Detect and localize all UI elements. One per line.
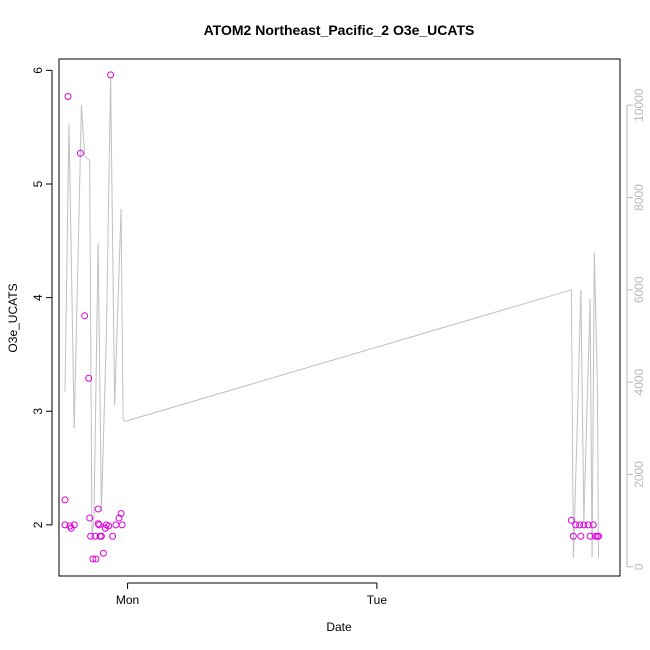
right-tick-label: 10000 — [632, 88, 646, 122]
data-point — [61, 496, 69, 504]
series-line-segment — [110, 77, 116, 406]
data-point — [595, 532, 603, 540]
data-point — [76, 149, 84, 157]
data-point — [569, 532, 577, 540]
data-point — [577, 532, 585, 540]
data-point — [115, 514, 123, 522]
data-point — [580, 521, 588, 529]
series-line-segment — [91, 520, 95, 535]
data-point — [89, 555, 97, 563]
series-line-segment — [73, 105, 82, 429]
left-tick-label: 5 — [31, 180, 45, 187]
data-point — [92, 555, 100, 563]
data-point — [95, 521, 103, 529]
data-point — [589, 521, 597, 529]
series-line-segment — [84, 155, 91, 161]
plot-frame — [58, 58, 621, 577]
series-line-segment — [591, 252, 595, 558]
series-line-segment — [120, 209, 124, 420]
series-line-segment — [64, 123, 70, 392]
series-line-segment — [593, 252, 598, 383]
series-line-segment — [80, 105, 86, 156]
left-tick-label: 4 — [31, 294, 45, 301]
data-point — [591, 532, 599, 540]
data-point — [81, 312, 89, 320]
data-point — [576, 521, 584, 529]
series-line-segment — [100, 335, 107, 512]
data-point — [99, 549, 107, 557]
data-point — [86, 514, 94, 522]
data-point — [107, 71, 115, 79]
series-line-segment — [68, 123, 75, 429]
series-line-segment — [583, 299, 591, 521]
series-line-segment — [97, 243, 102, 512]
left-axis: 2 3 4 5 6 — [31, 67, 53, 528]
series-line-segment — [577, 289, 582, 406]
left-tick-label: 6 — [31, 67, 45, 74]
secondary-line-series — [64, 77, 600, 558]
right-tick-label: 0 — [632, 563, 646, 570]
data-point — [117, 510, 125, 518]
data-point — [572, 521, 580, 529]
data-point — [70, 521, 78, 529]
series-line-segment — [105, 77, 112, 336]
data-point — [586, 532, 594, 540]
bottom-axis: Mon Tue — [116, 582, 388, 607]
right-tick-label: 4000 — [632, 368, 646, 395]
series-line-segment — [589, 299, 593, 558]
data-point — [94, 520, 102, 528]
chart-title: ATOM2 Northeast_Pacific_2 O3e_UCATS — [204, 22, 475, 38]
data-point — [94, 505, 102, 513]
data-point — [105, 522, 113, 530]
data-point — [97, 532, 105, 540]
right-tick-label: 6000 — [632, 276, 646, 303]
data-point — [567, 516, 575, 524]
data-point — [85, 374, 93, 382]
series-line-segment — [580, 289, 585, 521]
data-point — [118, 521, 126, 529]
series-line-segment — [114, 209, 122, 406]
series-line-segment — [572, 405, 579, 558]
series-line-segment — [596, 382, 600, 558]
right-axis: 0 2000 4000 6000 8000 10000 — [626, 88, 646, 570]
data-point — [87, 532, 95, 540]
series-line-segment — [124, 289, 572, 422]
data-point — [112, 521, 120, 529]
bottom-tick-label: Tue — [367, 593, 388, 607]
x-axis-title: Date — [326, 620, 352, 634]
left-tick-label: 3 — [31, 408, 45, 415]
y-axis-title: O3e_UCATS — [6, 283, 20, 352]
bottom-tick-label: Mon — [116, 593, 139, 607]
series-line-segment — [122, 418, 126, 422]
right-tick-label: 2000 — [632, 461, 646, 488]
right-tick-label: 8000 — [632, 184, 646, 211]
series-line-segment — [570, 289, 574, 558]
data-point — [584, 521, 592, 529]
data-point — [109, 532, 117, 540]
data-point — [64, 92, 72, 100]
data-point — [61, 521, 69, 529]
series-line-segment — [93, 243, 99, 521]
left-tick-label: 2 — [31, 521, 45, 528]
scatter-series — [61, 71, 603, 563]
series-line-segment — [89, 160, 93, 535]
